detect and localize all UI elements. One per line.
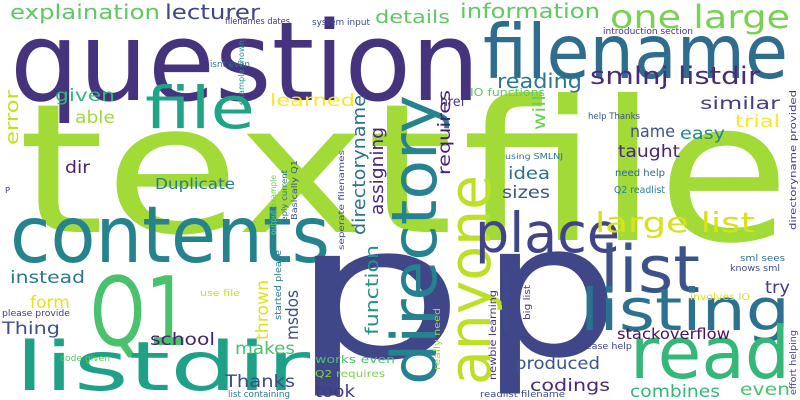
word: place bbox=[475, 201, 620, 265]
word: msdos bbox=[283, 290, 303, 340]
word: one large bbox=[610, 0, 790, 36]
word: text bbox=[18, 66, 453, 275]
word: Thing bbox=[1, 319, 60, 339]
word: system input bbox=[312, 18, 370, 28]
word: please help bbox=[577, 342, 632, 352]
word: large list bbox=[595, 206, 755, 239]
word: file bbox=[462, 59, 790, 286]
word: p bbox=[290, 185, 465, 400]
word: Duplicate bbox=[155, 175, 235, 193]
word: Thanks bbox=[224, 372, 295, 392]
word: able bbox=[75, 108, 115, 128]
word: P bbox=[5, 186, 10, 195]
word: Basically Q1 bbox=[290, 160, 299, 220]
word: combines bbox=[630, 382, 720, 400]
word: sml sees bbox=[740, 254, 785, 264]
word: works even bbox=[315, 353, 395, 366]
word: directoryname provided bbox=[789, 90, 799, 230]
word: produced bbox=[515, 354, 600, 374]
word: output example bbox=[269, 175, 278, 235]
word: introduction section bbox=[603, 27, 693, 37]
word: form bbox=[30, 293, 70, 313]
word: directory bbox=[378, 95, 451, 385]
word: function bbox=[362, 245, 383, 335]
word: seperate filenames bbox=[337, 150, 346, 250]
word: contents bbox=[10, 191, 330, 281]
word: name bbox=[630, 122, 675, 142]
word: easy bbox=[680, 124, 725, 144]
word: listdir bbox=[15, 328, 310, 400]
word: lecturer bbox=[165, 0, 261, 24]
word: readlist filename bbox=[480, 390, 566, 400]
word: p bbox=[480, 183, 620, 399]
word: href bbox=[440, 95, 465, 110]
word: Q1 bbox=[90, 258, 190, 368]
word: codings bbox=[530, 376, 610, 396]
word: reading bbox=[497, 69, 582, 93]
word: dir bbox=[65, 158, 90, 178]
word: knows sml bbox=[730, 264, 780, 274]
word: taught bbox=[618, 142, 680, 162]
word: similar bbox=[700, 94, 780, 114]
word: isnt even bbox=[210, 60, 250, 70]
word: instead bbox=[10, 268, 85, 288]
word: makes bbox=[235, 339, 295, 359]
word: list containing bbox=[228, 390, 290, 400]
word: code given bbox=[60, 354, 110, 364]
word: idea bbox=[508, 164, 550, 184]
word: stackoverflow bbox=[617, 325, 730, 343]
word: effort helping bbox=[789, 330, 799, 395]
word: big list bbox=[523, 284, 533, 320]
word: please provide bbox=[2, 309, 70, 319]
word: trial bbox=[735, 112, 780, 132]
word: took bbox=[315, 382, 355, 400]
word: example shown bbox=[237, 40, 246, 105]
word: try bbox=[765, 278, 790, 298]
word: really need bbox=[433, 308, 443, 370]
word: smlnj listdir bbox=[590, 62, 760, 90]
word: Q2 requires bbox=[315, 369, 385, 380]
word: Q2 readlist bbox=[614, 185, 665, 196]
word: learning sml bbox=[501, 270, 511, 330]
word: question bbox=[10, 0, 480, 126]
word: involves IO bbox=[690, 292, 750, 303]
word: help Thanks bbox=[588, 112, 640, 122]
word: list bbox=[600, 233, 700, 308]
word: requires bbox=[435, 90, 455, 175]
word: details bbox=[375, 7, 450, 28]
word: IO functions bbox=[470, 86, 545, 99]
word: read bbox=[630, 311, 790, 395]
word: file bbox=[145, 74, 255, 142]
word: school bbox=[150, 330, 215, 350]
word: assigning bbox=[367, 127, 388, 215]
word: started please bbox=[274, 250, 284, 320]
word: learned bbox=[270, 91, 355, 111]
word: sizes bbox=[502, 183, 550, 203]
word: filename bbox=[483, 8, 788, 96]
word: error bbox=[2, 89, 23, 145]
word: given bbox=[55, 86, 115, 106]
word: even bbox=[740, 380, 790, 400]
word: newbie learning bbox=[488, 290, 499, 380]
word: use file bbox=[200, 289, 241, 299]
word: information bbox=[460, 0, 600, 23]
word: reply current bbox=[280, 170, 289, 225]
word: need help bbox=[615, 168, 665, 179]
word: directoryname bbox=[349, 95, 370, 235]
word: thrown bbox=[253, 280, 273, 340]
word: will bbox=[530, 95, 550, 130]
word: explaination bbox=[10, 0, 160, 24]
word: filenames dates bbox=[225, 17, 290, 27]
word: listing bbox=[580, 276, 790, 344]
word: anyone bbox=[436, 175, 504, 385]
word: using SMLNJ bbox=[505, 152, 563, 161]
